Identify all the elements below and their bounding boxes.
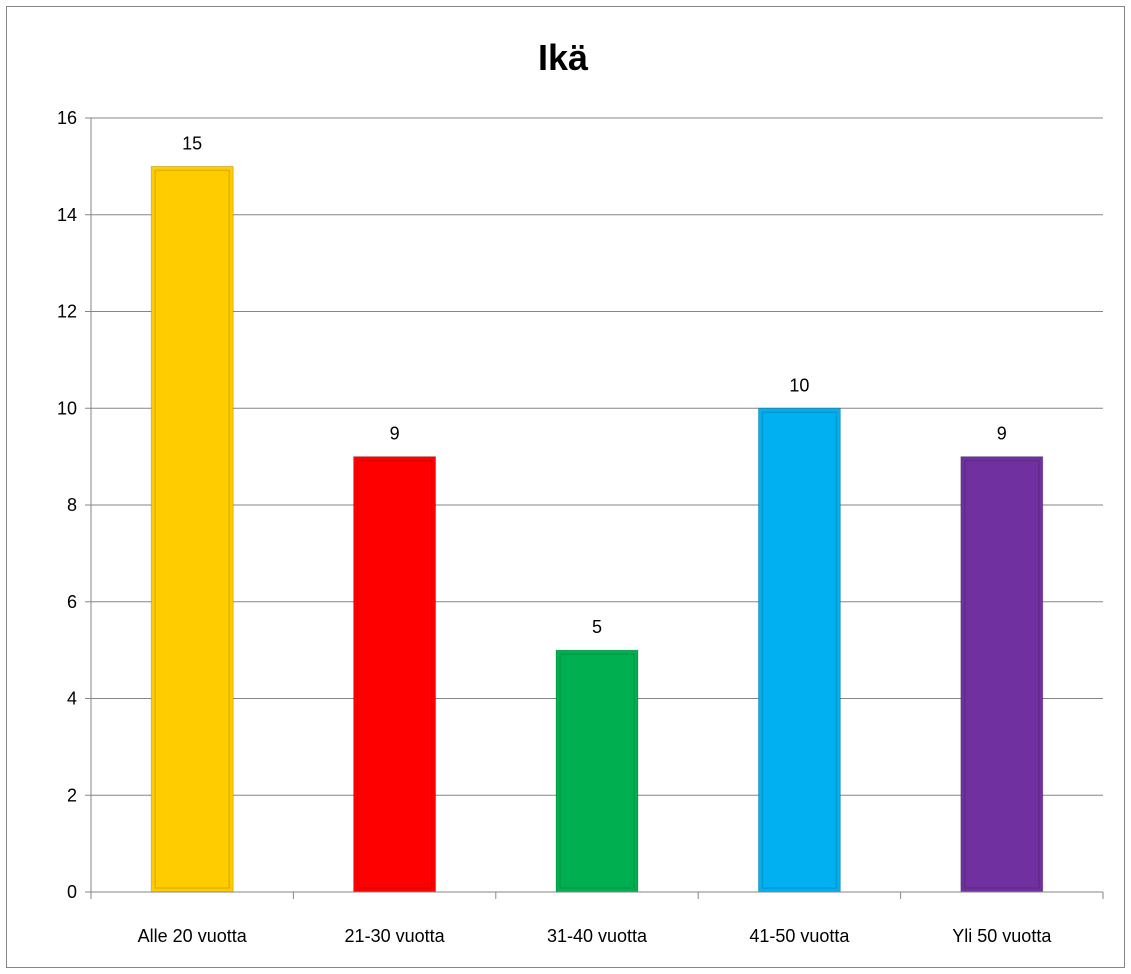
bar-bevel-2	[356, 459, 433, 889]
bar-group-4: 10	[757, 375, 841, 893]
bar-group-1: 15	[150, 133, 234, 893]
bar-bevel-1	[154, 169, 230, 889]
x-axis: Alle 20 vuotta 21-30 vuotta 31-40 vuotta 41…	[90, 891, 1104, 946]
x-category-label-5: Yli 50 vuotta	[952, 926, 1052, 946]
x-category-label-3: 31-40 vuotta	[547, 926, 648, 946]
y-tick-label-2: 2	[67, 785, 77, 805]
bar-1	[151, 166, 234, 892]
data-label-5: 9	[997, 424, 1007, 444]
x-category-label-2: 21-30 vuotta	[345, 926, 446, 946]
bar-bevel-4	[761, 411, 838, 889]
bar-2	[353, 456, 436, 892]
bar-4	[758, 408, 841, 892]
bar-bevel-3	[559, 653, 635, 889]
bars: 15 9 5 10 9	[150, 133, 1044, 893]
y-tick-label-6: 6	[67, 592, 77, 612]
y-tick-label-4: 4	[67, 689, 77, 709]
data-label-1: 15	[182, 133, 202, 153]
bar-3	[556, 650, 638, 892]
y-tick-label-0: 0	[67, 882, 77, 902]
bar-group-3: 5	[555, 617, 639, 893]
y-tick-label-14: 14	[57, 205, 77, 225]
y-axis-ticks: 0 2 4 6 8 10 12 14 16	[57, 108, 92, 902]
x-category-label-4: 41-50 vuotta	[749, 926, 850, 946]
bar-group-5: 9	[960, 424, 1044, 893]
x-category-label-1: Alle 20 vuotta	[138, 926, 248, 946]
data-label-2: 9	[390, 424, 400, 444]
data-label-3: 5	[592, 617, 602, 637]
chart-title: Ikä	[538, 37, 589, 78]
data-label-4: 10	[789, 375, 809, 395]
bar-group-2: 9	[353, 424, 437, 893]
y-tick-label-10: 10	[57, 398, 77, 418]
bar-5	[960, 456, 1043, 892]
bar-bevel-5	[964, 459, 1040, 889]
gridlines	[91, 117, 1103, 796]
y-tick-label-8: 8	[67, 495, 77, 515]
y-tick-label-12: 12	[57, 302, 77, 322]
y-tick-label-16: 16	[57, 108, 77, 128]
